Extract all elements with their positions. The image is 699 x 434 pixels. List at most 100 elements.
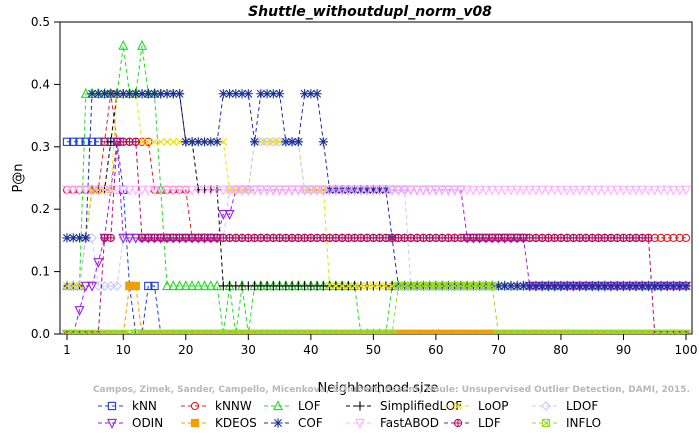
data-point — [362, 185, 372, 195]
legend-item-fastabod: FastABOD — [346, 416, 439, 430]
data-point — [663, 233, 672, 243]
legend-item-odin: ODIN — [98, 416, 163, 430]
data-point — [81, 137, 90, 146]
data-point — [68, 185, 79, 196]
data-point — [362, 185, 373, 196]
data-point — [556, 281, 566, 291]
data-point — [174, 89, 185, 99]
data-point — [599, 185, 610, 196]
y-tick-label: 0.2 — [31, 202, 50, 216]
x-tick-label: 90 — [616, 343, 631, 357]
data-point — [118, 89, 128, 99]
data-point — [180, 185, 191, 196]
legend-label: SimplifiedLOF — [380, 399, 462, 413]
data-point — [449, 185, 460, 196]
data-point — [256, 89, 266, 99]
data-point — [168, 280, 179, 291]
data-point — [355, 185, 366, 196]
legend-label: COF — [298, 416, 323, 430]
data-point — [644, 233, 653, 243]
data-point — [274, 136, 285, 147]
series-kdeos — [62, 281, 691, 334]
series-line — [67, 93, 686, 287]
data-point — [606, 281, 616, 291]
legend-item-knn: kNN — [98, 399, 157, 413]
data-point — [137, 89, 147, 99]
axes: 1 10 20 30 40 50 60 70 80 90 100 0.0 0.1 0.2 0.3 0.4 0.5 — [31, 15, 698, 357]
data-point — [637, 185, 648, 196]
data-point — [187, 280, 198, 291]
data-point — [518, 281, 529, 291]
legend-item-knnw: kNNW — [181, 399, 252, 413]
data-point — [543, 281, 554, 291]
data-point — [668, 281, 679, 291]
credit-text: Campos, Zimek, Sander, Campello, Micenko… — [93, 385, 690, 395]
data-point — [149, 89, 160, 99]
data-point — [180, 280, 191, 291]
legend-item-ldf: LDF — [444, 416, 501, 430]
data-point — [99, 89, 110, 99]
data-point — [87, 185, 98, 196]
data-point — [143, 89, 153, 99]
data-point — [206, 137, 216, 147]
chart-title: Shuttle_withoutdupl_norm_v08 — [248, 4, 492, 20]
data-point — [130, 233, 141, 244]
x-tick-label: 30 — [241, 343, 256, 357]
data-point — [312, 89, 322, 99]
data-point — [81, 233, 91, 243]
data-point — [643, 185, 654, 196]
data-point — [674, 185, 685, 196]
y-tick-label: 0.3 — [31, 140, 50, 154]
x-tick-label: 1 — [63, 343, 71, 357]
legend-marker — [453, 418, 463, 428]
data-point — [368, 185, 379, 196]
data-point — [575, 281, 585, 291]
data-point — [131, 281, 140, 291]
legend-item-cof: COF — [264, 416, 323, 430]
data-point — [656, 281, 666, 291]
data-point — [643, 281, 654, 291]
data-point — [649, 185, 660, 196]
data-point — [118, 39, 129, 50]
series-ldf — [62, 137, 691, 334]
data-point — [412, 185, 423, 196]
data-point — [524, 185, 535, 196]
data-point — [531, 281, 541, 291]
data-point — [168, 89, 178, 99]
x-tick-label: 40 — [303, 343, 318, 357]
data-point — [99, 185, 110, 196]
data-point — [518, 185, 529, 196]
data-point — [218, 89, 228, 99]
legend-item-inflo: INFLO — [532, 416, 601, 430]
data-point — [174, 280, 185, 291]
data-point — [193, 280, 204, 291]
data-point — [174, 185, 185, 196]
data-point — [205, 280, 216, 291]
data-point — [74, 306, 85, 317]
data-point — [162, 280, 173, 291]
data-point — [262, 185, 273, 196]
data-point — [581, 281, 591, 291]
data-point — [87, 233, 97, 243]
data-point — [93, 185, 104, 196]
data-point — [80, 281, 91, 292]
data-point — [74, 185, 85, 196]
data-point — [530, 185, 541, 196]
x-tick-label: 70 — [491, 343, 506, 357]
data-point — [112, 281, 122, 291]
data-point — [343, 185, 354, 196]
legend-marker — [541, 401, 551, 411]
data-point — [512, 281, 522, 291]
x-tick-label: 10 — [116, 343, 131, 357]
data-point — [280, 185, 291, 196]
legend-marker — [355, 401, 365, 411]
data-point — [230, 185, 241, 196]
data-point — [568, 281, 579, 291]
data-point — [318, 185, 329, 196]
legend-label: INFLO — [566, 416, 601, 430]
data-point — [62, 233, 72, 243]
data-point — [105, 281, 116, 291]
data-point — [212, 185, 223, 196]
data-point — [443, 185, 454, 196]
data-point — [274, 89, 285, 99]
